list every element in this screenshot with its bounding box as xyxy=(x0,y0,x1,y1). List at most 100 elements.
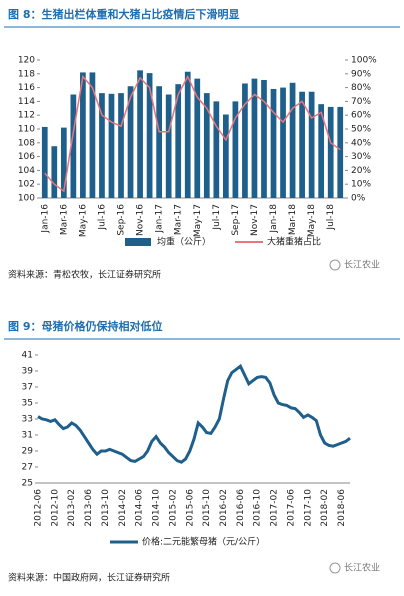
y2-tick-label: 100% xyxy=(351,56,377,66)
y2-tick-label: 60% xyxy=(351,111,371,121)
line xyxy=(37,363,351,464)
x-tick-label: 2018-06 xyxy=(337,489,347,527)
bar xyxy=(127,86,134,198)
bar xyxy=(203,93,210,198)
x-tick-label: Jan-18 xyxy=(269,204,279,234)
y-tick-label: 31 xyxy=(22,431,33,441)
bar xyxy=(51,146,58,198)
bar xyxy=(184,71,191,198)
y-tick-label: 118 xyxy=(18,69,35,79)
bar xyxy=(337,106,344,198)
bar xyxy=(318,104,325,198)
bar xyxy=(327,106,334,198)
y-tick-label: 102 xyxy=(18,180,35,190)
bar xyxy=(242,83,248,198)
y2-tick-label: 0% xyxy=(351,194,366,204)
y-tick-label: 33 xyxy=(22,415,33,425)
y-tick-label: 114 xyxy=(18,97,35,107)
bar xyxy=(41,126,48,198)
watermark-icon xyxy=(329,562,341,574)
x-tick-label: 2013-10 xyxy=(101,489,111,527)
bar xyxy=(70,94,77,198)
x-tick-label: Jul-18 xyxy=(326,204,336,231)
x-tick-label: Mar-16 xyxy=(59,204,69,235)
x-tick-label: Mar-17 xyxy=(174,204,184,235)
figure-title: 图 9：母猪价格仍保持相对低位 xyxy=(8,319,162,333)
x-tick-label: Sep-16 xyxy=(117,204,127,236)
x-tick-label: 2012-10 xyxy=(50,489,60,527)
y-tick-label: 112 xyxy=(18,111,35,121)
y-tick-label: 37 xyxy=(22,383,33,393)
x-tick-label: 2014-10 xyxy=(152,489,162,527)
x-tick-label: May-17 xyxy=(193,204,203,237)
bar xyxy=(146,73,153,198)
y-tick-label: 35 xyxy=(22,399,33,409)
x-tick-label: Nov-16 xyxy=(136,204,146,236)
bar xyxy=(89,72,96,198)
y-tick-label: 41 xyxy=(22,351,33,361)
x-tick-label: 2015-06 xyxy=(185,489,195,527)
x-tick-label: 2015-02 xyxy=(168,489,178,527)
bar xyxy=(308,91,315,198)
y-tick-label: 29 xyxy=(22,447,34,457)
y2-tick-label: 90% xyxy=(351,69,371,79)
legend-swatch xyxy=(125,238,151,246)
source: 资料来源：青松农牧，长江证券研究所 xyxy=(8,269,161,281)
x-tick-label: Jan-17 xyxy=(155,204,165,234)
watermark-icon xyxy=(329,259,341,271)
bar xyxy=(232,101,239,198)
bar xyxy=(223,114,229,198)
bar xyxy=(175,84,182,198)
y-tick-label: 100 xyxy=(18,194,35,204)
watermark: 长江农业 xyxy=(344,562,380,574)
bar xyxy=(80,72,86,198)
x-tick-label: 2017-02 xyxy=(270,489,280,527)
x-tick-label: 2017-06 xyxy=(286,489,296,527)
y-tick-label: 116 xyxy=(18,83,35,93)
y-tick-label: 106 xyxy=(18,152,35,162)
x-tick-label: Jul-17 xyxy=(212,204,222,231)
figure-title: 图 8：生猪出栏体重和大猪占比疫情后下滑明显 xyxy=(8,7,239,21)
y-tick-label: 120 xyxy=(18,56,35,66)
bar xyxy=(299,91,305,198)
bar xyxy=(165,94,172,198)
x-tick-label: 2013-02 xyxy=(67,489,77,527)
watermark: 长江农业 xyxy=(344,259,380,271)
y2-tick-label: 70% xyxy=(351,97,371,107)
bar xyxy=(194,78,201,198)
x-tick-label: Nov-17 xyxy=(250,204,260,236)
bar xyxy=(261,80,267,198)
x-tick-label: 2016-02 xyxy=(219,489,229,527)
legend-label: 价格:二元能繁母猪（元/公斤） xyxy=(142,536,265,548)
y-tick-label: 39 xyxy=(22,367,34,377)
bar xyxy=(60,127,67,198)
y-tick-label: 108 xyxy=(18,138,35,148)
x-tick-label: May-16 xyxy=(78,204,88,237)
x-tick-label: Mar-18 xyxy=(288,204,298,235)
bar xyxy=(118,93,124,198)
x-tick-label: Jan-16 xyxy=(40,204,50,234)
x-tick-label: 2014-02 xyxy=(118,489,128,527)
bar xyxy=(270,88,277,198)
x-tick-label: 2014-06 xyxy=(135,489,145,527)
x-tick-label: Sep-17 xyxy=(231,204,241,236)
y2-tick-label: 40% xyxy=(351,138,371,148)
legend-label: 均重（公斤） xyxy=(157,236,211,248)
y-tick-label: 110 xyxy=(18,125,35,135)
x-tick-label: 2012-06 xyxy=(34,489,44,527)
bar xyxy=(99,93,105,198)
y2-tick-label: 50% xyxy=(351,125,371,135)
x-tick-label: 2017-10 xyxy=(303,489,313,527)
y-tick-label: 104 xyxy=(18,166,35,176)
x-tick-label: 2018-02 xyxy=(320,489,330,527)
bar xyxy=(137,70,143,198)
x-tick-label: 2016-06 xyxy=(236,489,246,527)
bar xyxy=(289,82,296,198)
x-tick-label: 2013-06 xyxy=(84,489,94,527)
bar xyxy=(280,87,286,198)
line xyxy=(44,74,341,193)
bar xyxy=(251,78,258,198)
bar xyxy=(108,93,115,198)
y2-tick-label: 30% xyxy=(351,152,371,162)
